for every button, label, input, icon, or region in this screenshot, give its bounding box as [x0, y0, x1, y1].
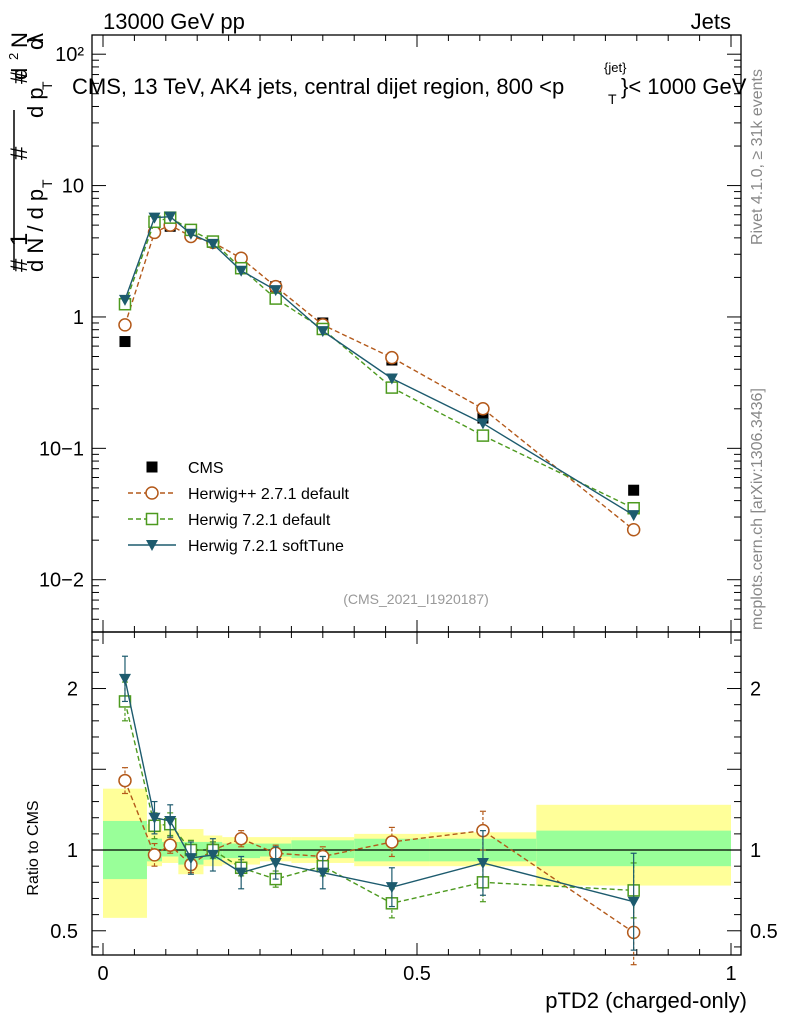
legend-marker — [145, 512, 159, 526]
analysis-id: (CMS_2021_I1920187) — [343, 591, 489, 607]
mc-point — [269, 285, 282, 297]
title-main: CMS, 13 TeV, AK4 jets, central dijet reg… — [72, 74, 564, 99]
ylabel-main: # 1 d N / d p T # d d p T # d 2 N λ — [6, 32, 55, 272]
ylabel-ratio: Ratio to CMS — [25, 800, 42, 895]
data-point — [477, 412, 489, 424]
y-tick-label: 10−2 — [39, 570, 84, 592]
plot-title: CMS, 13 TeV, AK4 jets, central dijet reg… — [72, 60, 747, 107]
y-tick-label: 10² — [55, 44, 84, 66]
mc-point — [476, 429, 490, 442]
ratio-point — [235, 867, 248, 879]
svg-text:#: # — [6, 146, 33, 160]
ratio-series — [118, 655, 641, 966]
mc-point — [627, 510, 640, 522]
mc-point — [184, 228, 197, 240]
legend-label: Herwig++ 2.7.1 default — [188, 486, 350, 503]
ratio-point — [206, 849, 219, 861]
ratio-y-tick-label-right: 0.5 — [750, 921, 778, 943]
svg-text:T: T — [39, 179, 55, 188]
ratio-point — [385, 882, 398, 894]
title-end: }< 1000 GeV — [621, 74, 747, 99]
y-tick-label: 10−1 — [39, 438, 84, 460]
ratio-y-tick-label-right: 1 — [750, 840, 761, 862]
ratio-y-tick-label-right: 2 — [750, 679, 761, 701]
mc-point — [385, 350, 399, 365]
mc-point — [476, 418, 489, 430]
ratio-point — [269, 857, 282, 869]
svg-text:1: 1 — [6, 233, 33, 246]
ratio-point — [385, 835, 399, 849]
svg-text:#: # — [6, 70, 33, 84]
ratio-point — [118, 673, 131, 685]
svg-text:λ: λ — [23, 33, 48, 44]
mc-point — [118, 294, 131, 306]
svg-text:T: T — [39, 81, 55, 90]
ratio-point — [148, 812, 161, 824]
ratio-point — [316, 867, 329, 879]
header-right: Jets — [691, 9, 731, 34]
x-tick-label: 0 — [97, 963, 108, 985]
legend-marker — [145, 486, 159, 500]
svg-text:N: N — [7, 32, 32, 48]
y-tick-label: 10 — [62, 176, 84, 198]
mc-point — [476, 402, 490, 416]
ratio-point — [164, 815, 177, 827]
legend-label: CMS — [188, 460, 224, 477]
mc-point — [206, 238, 219, 250]
xlabel: pTD2 (charged-only) — [545, 988, 747, 1013]
ratio-frame-box — [91, 631, 742, 956]
data-point — [628, 484, 640, 496]
mc-point — [148, 212, 161, 224]
svg-text:2: 2 — [6, 53, 21, 60]
svg-text:d: d — [23, 38, 48, 50]
ratio-point — [118, 773, 132, 788]
legend-marker — [146, 540, 158, 551]
header-left: 13000 GeV pp — [103, 9, 245, 34]
mc-point — [235, 265, 248, 277]
mc-point — [164, 211, 177, 223]
ratio-y-tick-label: 0.5 — [50, 921, 78, 943]
data-point — [119, 336, 131, 348]
ratio-y-tick-label: 2 — [67, 679, 78, 701]
ratio-point — [147, 848, 162, 862]
ratio-point — [476, 857, 489, 869]
ratio-y-tick-label: 1 — [67, 840, 78, 862]
x-tick-label: 1 — [725, 963, 736, 985]
y-tick-label: 1 — [73, 307, 84, 329]
rivet-label: Rivet 4.1.0, ≥ 31k events — [749, 69, 766, 245]
legend-label: Herwig 7.2.1 default — [188, 512, 331, 529]
band-inner — [222, 843, 260, 859]
mc-point — [385, 373, 398, 385]
ratio-point — [627, 896, 640, 908]
svg-text:#: # — [6, 258, 33, 272]
svg-text:CMS, 13 TeV, AK4 jets, central: CMS, 13 TeV, AK4 jets, central dijet reg… — [72, 74, 564, 99]
legend-label: Herwig 7.2.1 softTune — [188, 538, 344, 555]
ratio-point — [234, 831, 248, 846]
ratio-point — [184, 853, 197, 865]
ratio-point — [163, 838, 177, 852]
legend: CMS Herwig++ 2.7.1 default Herwig 7.2.1 de… — [128, 460, 350, 555]
mc-point — [118, 318, 132, 332]
mcplots-label: mcplots.cern.ch [arXiv:1306.3436] — [749, 388, 766, 630]
main-series — [118, 211, 641, 537]
svg-text:d N / d p: d N / d p — [23, 189, 48, 272]
svg-text:d: d — [7, 68, 32, 80]
title-sup: {jet} — [604, 60, 627, 75]
mc-point — [626, 523, 641, 537]
x-tick-label: 0.5 — [403, 963, 431, 985]
svg-text:d p: d p — [23, 87, 48, 118]
legend-marker — [146, 461, 158, 473]
title-sub: T — [608, 91, 617, 107]
mc-point — [316, 326, 329, 338]
